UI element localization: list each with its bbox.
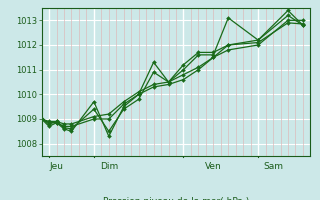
Text: Pression niveau de la mer( hPa ): Pression niveau de la mer( hPa ) xyxy=(103,197,249,200)
Text: Sam: Sam xyxy=(263,162,283,171)
Text: Ven: Ven xyxy=(205,162,222,171)
Text: Jeu: Jeu xyxy=(50,162,64,171)
Text: Dim: Dim xyxy=(100,162,118,171)
